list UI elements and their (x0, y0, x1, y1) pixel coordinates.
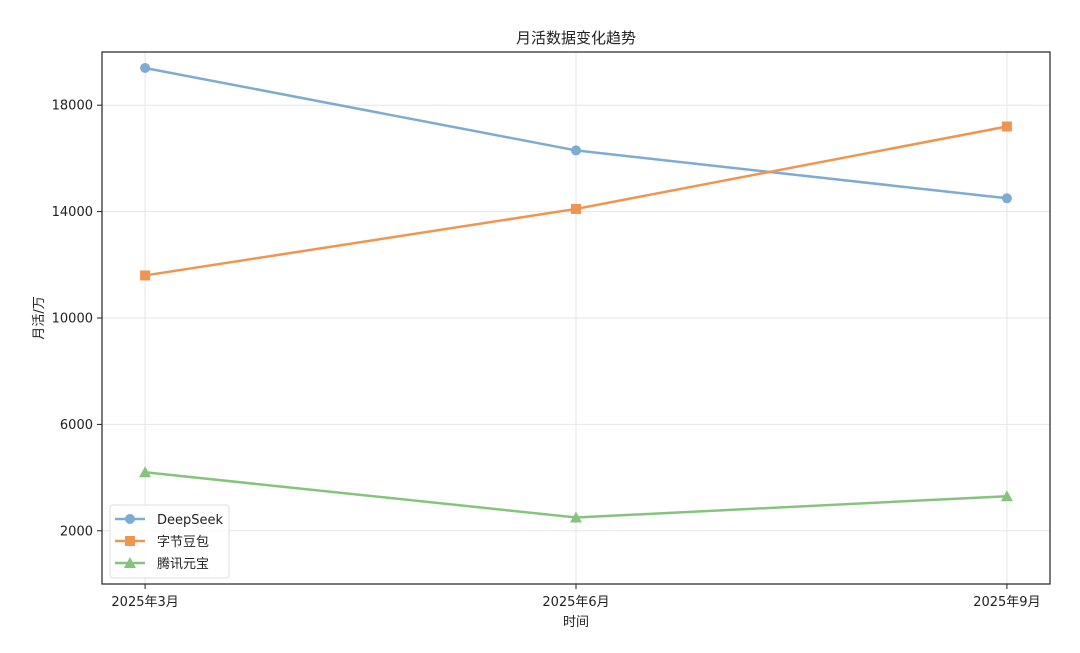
x-tick-label: 2025年6月 (542, 595, 609, 610)
grid (102, 52, 1050, 584)
data-point (140, 62, 151, 73)
y-tick-label: 2000 (60, 524, 93, 539)
data-point (124, 557, 136, 568)
x-axis-label: 时间 (563, 615, 589, 630)
y-tick-label: 14000 (52, 205, 93, 220)
legend-label: DeepSeek (157, 513, 224, 528)
legend-box (109, 504, 230, 579)
y-axis-label: 月活/万 (32, 296, 47, 339)
chart-title: 月活数据变化趋势 (516, 29, 636, 47)
x-tick-label: 2025年9月 (973, 595, 1040, 610)
data-point (570, 511, 582, 523)
legend-label: 字节豆包 (157, 535, 209, 550)
data-point (571, 203, 581, 214)
plot-frame (101, 51, 1051, 585)
data-point (1001, 121, 1012, 132)
data-point (1001, 193, 1012, 204)
series-group (139, 62, 1013, 523)
data-point (140, 270, 151, 281)
data-point (125, 514, 135, 524)
y-tick-label: 6000 (60, 418, 93, 433)
data-point (125, 536, 135, 546)
x-tick-label: 2025年3月 (111, 595, 178, 610)
ticks: 2000 6000 10000 14000 18000 2025年3月 2025年6月 202… (52, 99, 1041, 610)
y-tick-label: 18000 (52, 99, 93, 114)
y-tick-label: 10000 (52, 312, 93, 327)
data-point (571, 145, 581, 156)
data-point (139, 466, 152, 478)
data-point (1000, 490, 1013, 502)
legend-label: 腾讯元宝 (157, 556, 209, 572)
